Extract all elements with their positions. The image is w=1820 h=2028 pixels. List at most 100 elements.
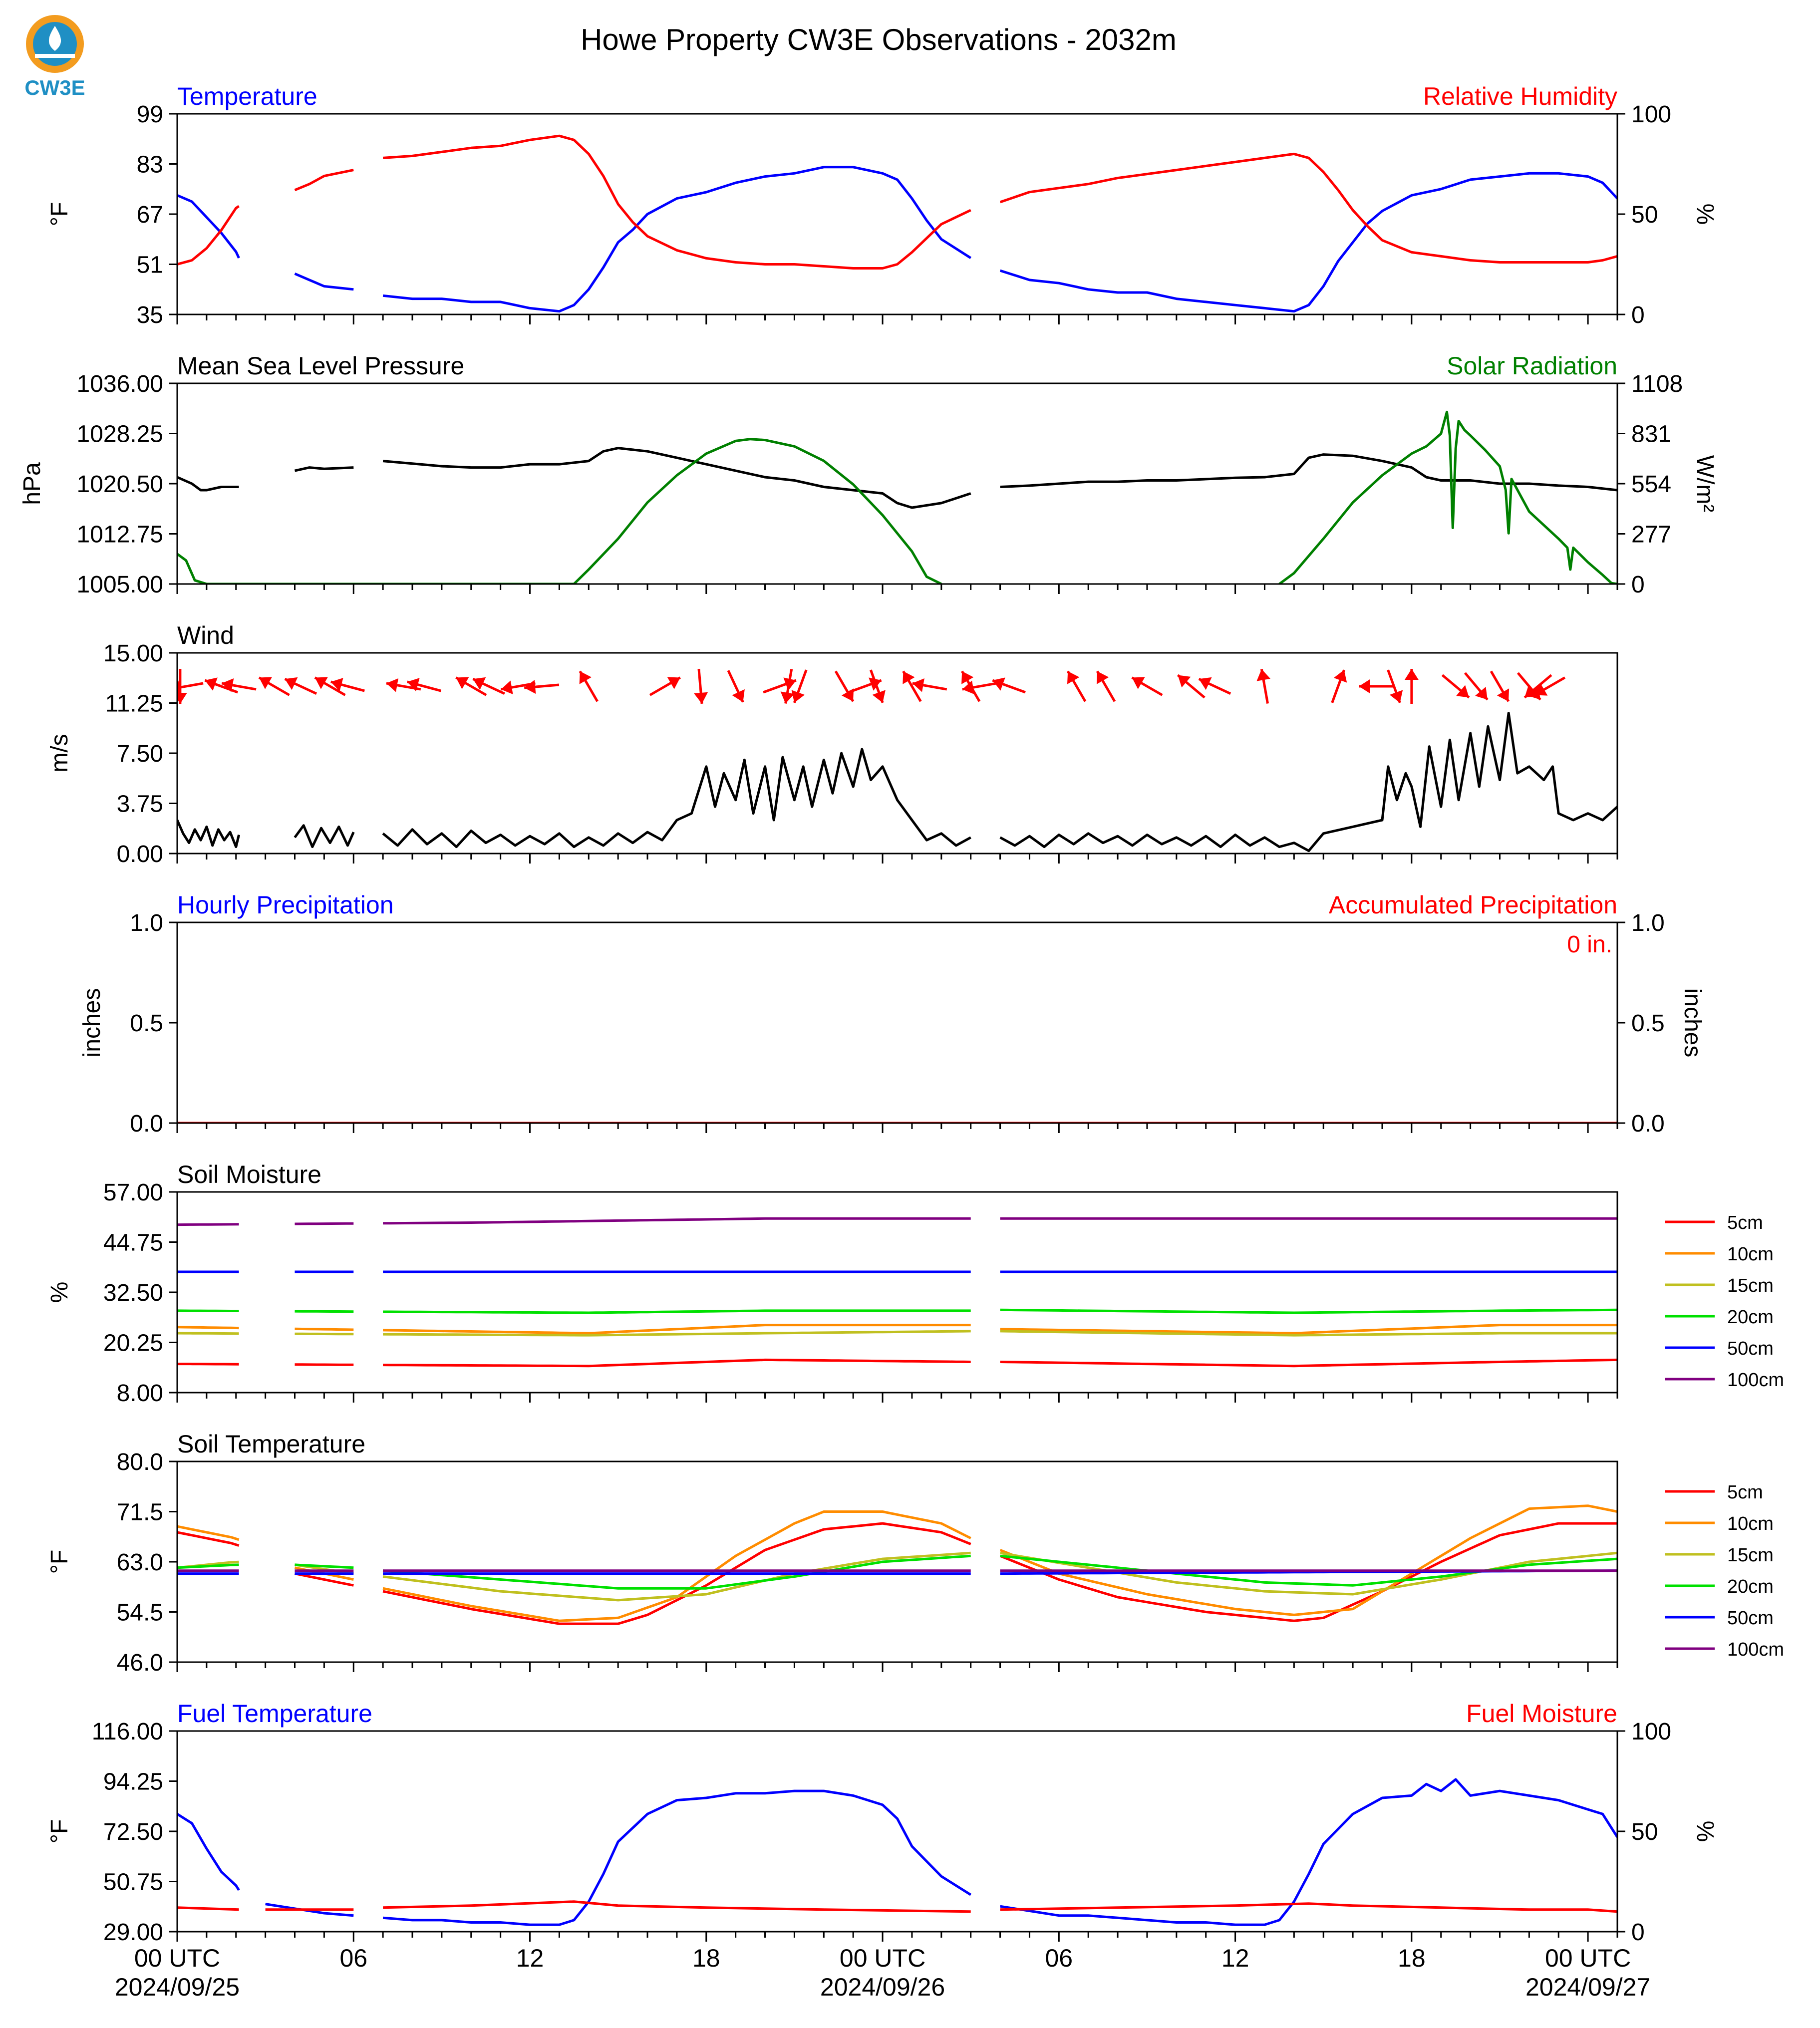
y-tick-label-right: 554 <box>1631 471 1671 498</box>
wind-arrow-head <box>1256 669 1270 681</box>
wind-arrow-head <box>872 690 886 703</box>
y-tick-label-right: 0.0 <box>1631 1111 1665 1137</box>
legend-entry: 100cm <box>1727 1639 1784 1660</box>
plot-area <box>177 1504 1617 1625</box>
y-tick-label: 1012.75 <box>76 522 163 548</box>
wind-arrow <box>1387 669 1403 703</box>
wind-arrow-head <box>791 690 805 703</box>
y-tick-label: 83 <box>137 152 163 178</box>
wind-arrow-head <box>1456 685 1469 698</box>
y-axis-label-right: inches <box>1679 988 1706 1058</box>
legend-entry: 20cm <box>1727 1307 1774 1328</box>
series-line-2 <box>382 447 971 509</box>
series-line-7 <box>999 152 1617 264</box>
y-tick-label: 7.50 <box>117 741 163 767</box>
legend-entry: 15cm <box>1727 1275 1774 1296</box>
y-tick-label: 11.25 <box>105 691 163 717</box>
x-tick-label: 06 <box>339 1944 367 1972</box>
series-line-1 <box>294 273 354 291</box>
y-tick-label: 0.00 <box>117 841 163 868</box>
series-line-0 <box>177 476 239 492</box>
y-tick-label: 72.50 <box>103 1819 163 1845</box>
plot-frame <box>176 1191 1618 1394</box>
wind-arrow-head <box>1475 686 1488 700</box>
series-line-2 <box>382 166 972 313</box>
y-tick-label-right: 100 <box>1631 1719 1671 1745</box>
wind-arrow-shaft <box>177 682 204 689</box>
panel-wind: Wind 0.00 3.75 7.50 11.25 15.00 m/s <box>46 621 1618 868</box>
series-line-4 <box>177 205 240 266</box>
legend-entry: 5cm <box>1727 1212 1763 1233</box>
y-tick-label: 0.5 <box>130 1010 163 1037</box>
y-axis-label: °F <box>46 202 73 227</box>
wind-arrow-head <box>259 677 273 689</box>
wind-arrow <box>992 677 1026 694</box>
wind-arrow-head <box>1534 683 1548 696</box>
plot-frame <box>176 1460 1618 1663</box>
series-line-6 <box>383 1900 971 1913</box>
legend-entry: 100cm <box>1727 1370 1784 1391</box>
wind-arrow-head <box>501 680 513 695</box>
x-tick-label: 06 <box>1045 1944 1073 1972</box>
wind-arrow-head <box>1096 671 1109 684</box>
series-line-50cm <box>177 1569 1617 1575</box>
y-axis-label: % <box>46 1282 73 1303</box>
y-tick-label: 94.25 <box>103 1769 163 1795</box>
series-line-6 <box>382 134 971 270</box>
wind-arrow <box>1256 669 1270 704</box>
series-line-4 <box>177 1906 239 1911</box>
series-line-2 <box>382 748 971 849</box>
panel-title-right: Solar Radiation <box>1447 352 1617 380</box>
y-axis-label: hPa <box>19 462 45 505</box>
series-line-5 <box>1278 410 1617 584</box>
y-tick-label: 1036.00 <box>76 371 163 397</box>
series-line-4 <box>177 438 942 584</box>
panel-mean-sea-level-pressure: Mean Sea Level Pressure Solar Radiation 10… <box>19 352 1718 598</box>
legend-entry: 50cm <box>1727 1338 1774 1359</box>
wind-arrow <box>727 670 745 703</box>
series-line-0 <box>177 1813 240 1891</box>
series-line-3 <box>999 172 1617 313</box>
wind-arrow-head <box>961 671 974 684</box>
y-tick-label: 63.0 <box>117 1549 163 1576</box>
y-tick-label: 0.0 <box>130 1111 163 1137</box>
wind-arrow-head <box>330 678 343 692</box>
y-axis-label: °F <box>46 1819 73 1844</box>
y-tick-label: 3.75 <box>117 791 163 818</box>
y-tick-label: 51 <box>137 252 163 279</box>
wind-arrow <box>579 670 599 702</box>
accumulated-total: 0 in. <box>1567 931 1612 958</box>
y-tick-label: 44.75 <box>103 1230 163 1256</box>
series-line-1 <box>294 824 355 849</box>
y-tick-label-right: 277 <box>1631 522 1671 548</box>
wind-arrow <box>869 669 886 703</box>
panel-soil-temperature: Soil Temperature 46.0 54.5 63.0 71.5 80.0 °F 5c… <box>46 1430 1784 1676</box>
panel-title-right: Relative Humidity <box>1423 82 1617 110</box>
wind-arrow <box>1441 674 1470 699</box>
wind-arrow <box>1177 674 1206 699</box>
panel-title-left: Temperature <box>177 82 317 110</box>
y-tick-label: 99 <box>137 101 163 128</box>
wind-arrow-head <box>912 678 924 692</box>
wind-arrow-head <box>579 671 592 684</box>
wind-arrow-head <box>1199 677 1212 690</box>
panel-title-right: Accumulated Precipitation <box>1329 891 1617 919</box>
series-line-7 <box>1000 1902 1617 1913</box>
wind-arrow <box>258 676 290 696</box>
x-tick-label: 18 <box>1398 1944 1426 1972</box>
series-line-20cm <box>177 1308 1617 1314</box>
panel-title-left: Soil Temperature <box>177 1430 365 1458</box>
plot-area <box>177 134 1617 313</box>
wind-arrow <box>330 678 365 692</box>
wind-arrow <box>694 668 708 704</box>
panel-fuel-temperature: Fuel Temperature Fuel Moisture 29.00 50.75 7… <box>46 1700 1718 1946</box>
y-tick-label-right: 50 <box>1631 1819 1658 1845</box>
wind-arrow <box>1131 676 1163 696</box>
series-line-10cm <box>177 1504 1617 1622</box>
series-line-3 <box>1000 453 1617 492</box>
y-tick-label-right: 0 <box>1631 302 1645 328</box>
series-line-0 <box>177 819 241 849</box>
legend-entry: 20cm <box>1727 1576 1774 1597</box>
panel-title-left: Wind <box>177 621 234 649</box>
panels: Temperature Relative Humidity 35 51 67 83 99 0 5… <box>19 82 1784 1946</box>
